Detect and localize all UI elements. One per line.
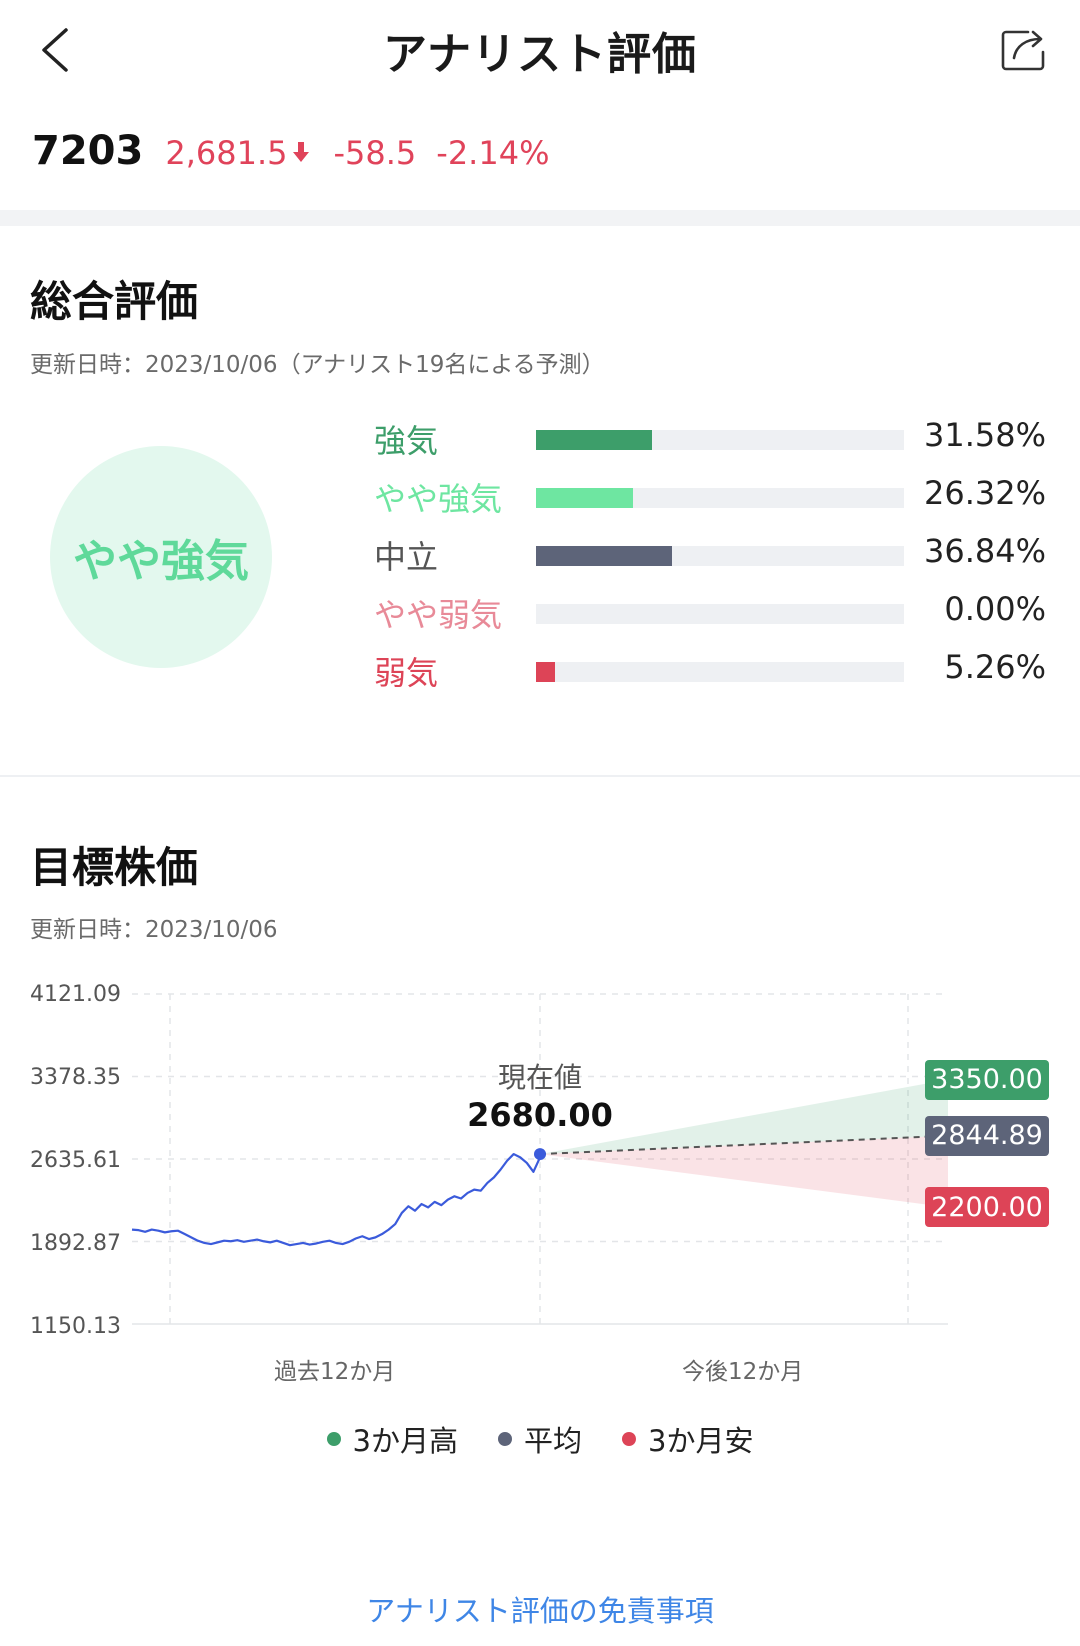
current-price-point xyxy=(534,1148,546,1161)
rating-percent: 5.26% xyxy=(944,648,1046,686)
target-price-title: 目標株価 xyxy=(30,843,199,892)
legend-item-high: 3か月高 xyxy=(326,1418,458,1460)
legend-dot xyxy=(326,1432,341,1446)
price-change-pct: -2.14% xyxy=(436,134,550,172)
rating-bar-fill xyxy=(536,546,672,566)
rating-row-sell: やや弱気 0.00% xyxy=(374,584,1054,642)
summary-rating-label: やや強気 xyxy=(73,536,249,587)
average-target-tag: 2844.89 xyxy=(925,1115,1049,1156)
share-icon xyxy=(1001,30,1045,71)
legend-item-low: 3か月安 xyxy=(622,1418,753,1460)
price-change: -58.5 xyxy=(333,134,417,172)
legend-dot xyxy=(622,1432,636,1446)
rating-percent: 0.00% xyxy=(944,590,1046,628)
low-range-area xyxy=(540,1135,948,1208)
low-target-tag: 2200.00 xyxy=(925,1187,1049,1228)
y-tick-label: 3378.35 xyxy=(30,1065,121,1090)
current-price-value: 2680.00 xyxy=(467,1096,613,1134)
legend-dot xyxy=(497,1432,512,1446)
price-history-line xyxy=(131,1152,542,1247)
rating-bar-track xyxy=(536,430,904,450)
rating-label: 弱気 xyxy=(374,654,439,692)
x-label-future: 今後12か月 xyxy=(682,1359,804,1385)
y-tick-label: 2635.61 xyxy=(30,1148,121,1173)
overall-updated: 更新日時：2023/10/06（アナリスト19名による予測） xyxy=(30,352,605,378)
average-target-line xyxy=(539,1134,949,1156)
rating-percent: 36.84% xyxy=(923,532,1046,570)
section-divider xyxy=(0,775,1080,777)
y-tick-label: 1892.87 xyxy=(30,1231,121,1256)
target-updated: 更新日時：2023/10/06 xyxy=(30,917,278,943)
summary-rating-badge: やや強気 xyxy=(50,446,272,668)
rating-label: 中立 xyxy=(374,538,439,576)
rating-percent: 26.32% xyxy=(923,474,1046,512)
rating-row-neutral: 中立 36.84% xyxy=(374,526,1054,584)
y-tick-label: 4121.09 xyxy=(30,982,121,1007)
high-target-tag: 3350.00 xyxy=(925,1059,1049,1100)
rating-bar-fill xyxy=(536,488,633,508)
legend-label: 3か月高 xyxy=(352,1424,458,1458)
back-button[interactable] xyxy=(30,22,80,78)
legend-item-average: 平均 xyxy=(497,1418,582,1460)
overall-rating-title: 総合評価 xyxy=(30,277,199,326)
legend-label: 3か月安 xyxy=(648,1424,754,1458)
section-separator xyxy=(0,210,1080,226)
current-price-caption: 現在値 xyxy=(497,1061,582,1094)
rating-label: やや弱気 xyxy=(374,596,503,634)
disclaimer-link[interactable]: アナリスト評価の免責事項 xyxy=(366,1594,714,1628)
target-price-chart xyxy=(131,993,949,1325)
stock-price: 2,681.5 xyxy=(165,134,288,172)
x-label-past: 過去12か月 xyxy=(274,1359,396,1385)
chevron-left-icon xyxy=(42,28,68,72)
y-tick-label: 1150.13 xyxy=(30,1314,121,1339)
rating-label: やや強気 xyxy=(374,480,503,518)
rating-label: 強気 xyxy=(374,422,439,460)
rating-bar-track xyxy=(536,488,904,508)
rating-row-buy: やや強気 26.32% xyxy=(374,468,1054,526)
rating-bar-track xyxy=(536,604,904,624)
rating-row-strong-buy: 強気 31.58% xyxy=(374,410,1054,468)
share-button[interactable] xyxy=(1000,22,1048,74)
nav-bar: アナリスト評価 xyxy=(0,0,1080,100)
rating-bar-fill xyxy=(536,430,653,450)
stock-code: 7203 xyxy=(32,128,144,174)
legend-label: 平均 xyxy=(523,1424,582,1458)
down-arrow-icon xyxy=(291,140,311,168)
rating-bar-track xyxy=(536,662,904,682)
quote-summary: 7203 2,681.5 -58.5 -2.14% xyxy=(32,128,569,188)
rating-percent: 31.58% xyxy=(923,416,1046,454)
rating-bar-fill xyxy=(536,662,556,682)
page-title: アナリスト評価 xyxy=(382,29,698,80)
rating-row-strong-sell: 弱気 5.26% xyxy=(374,642,1054,700)
chart-legend: 3か月高 平均 3か月安 xyxy=(0,1418,1080,1460)
rating-bar-track xyxy=(536,546,904,566)
high-range-area xyxy=(540,1079,948,1155)
